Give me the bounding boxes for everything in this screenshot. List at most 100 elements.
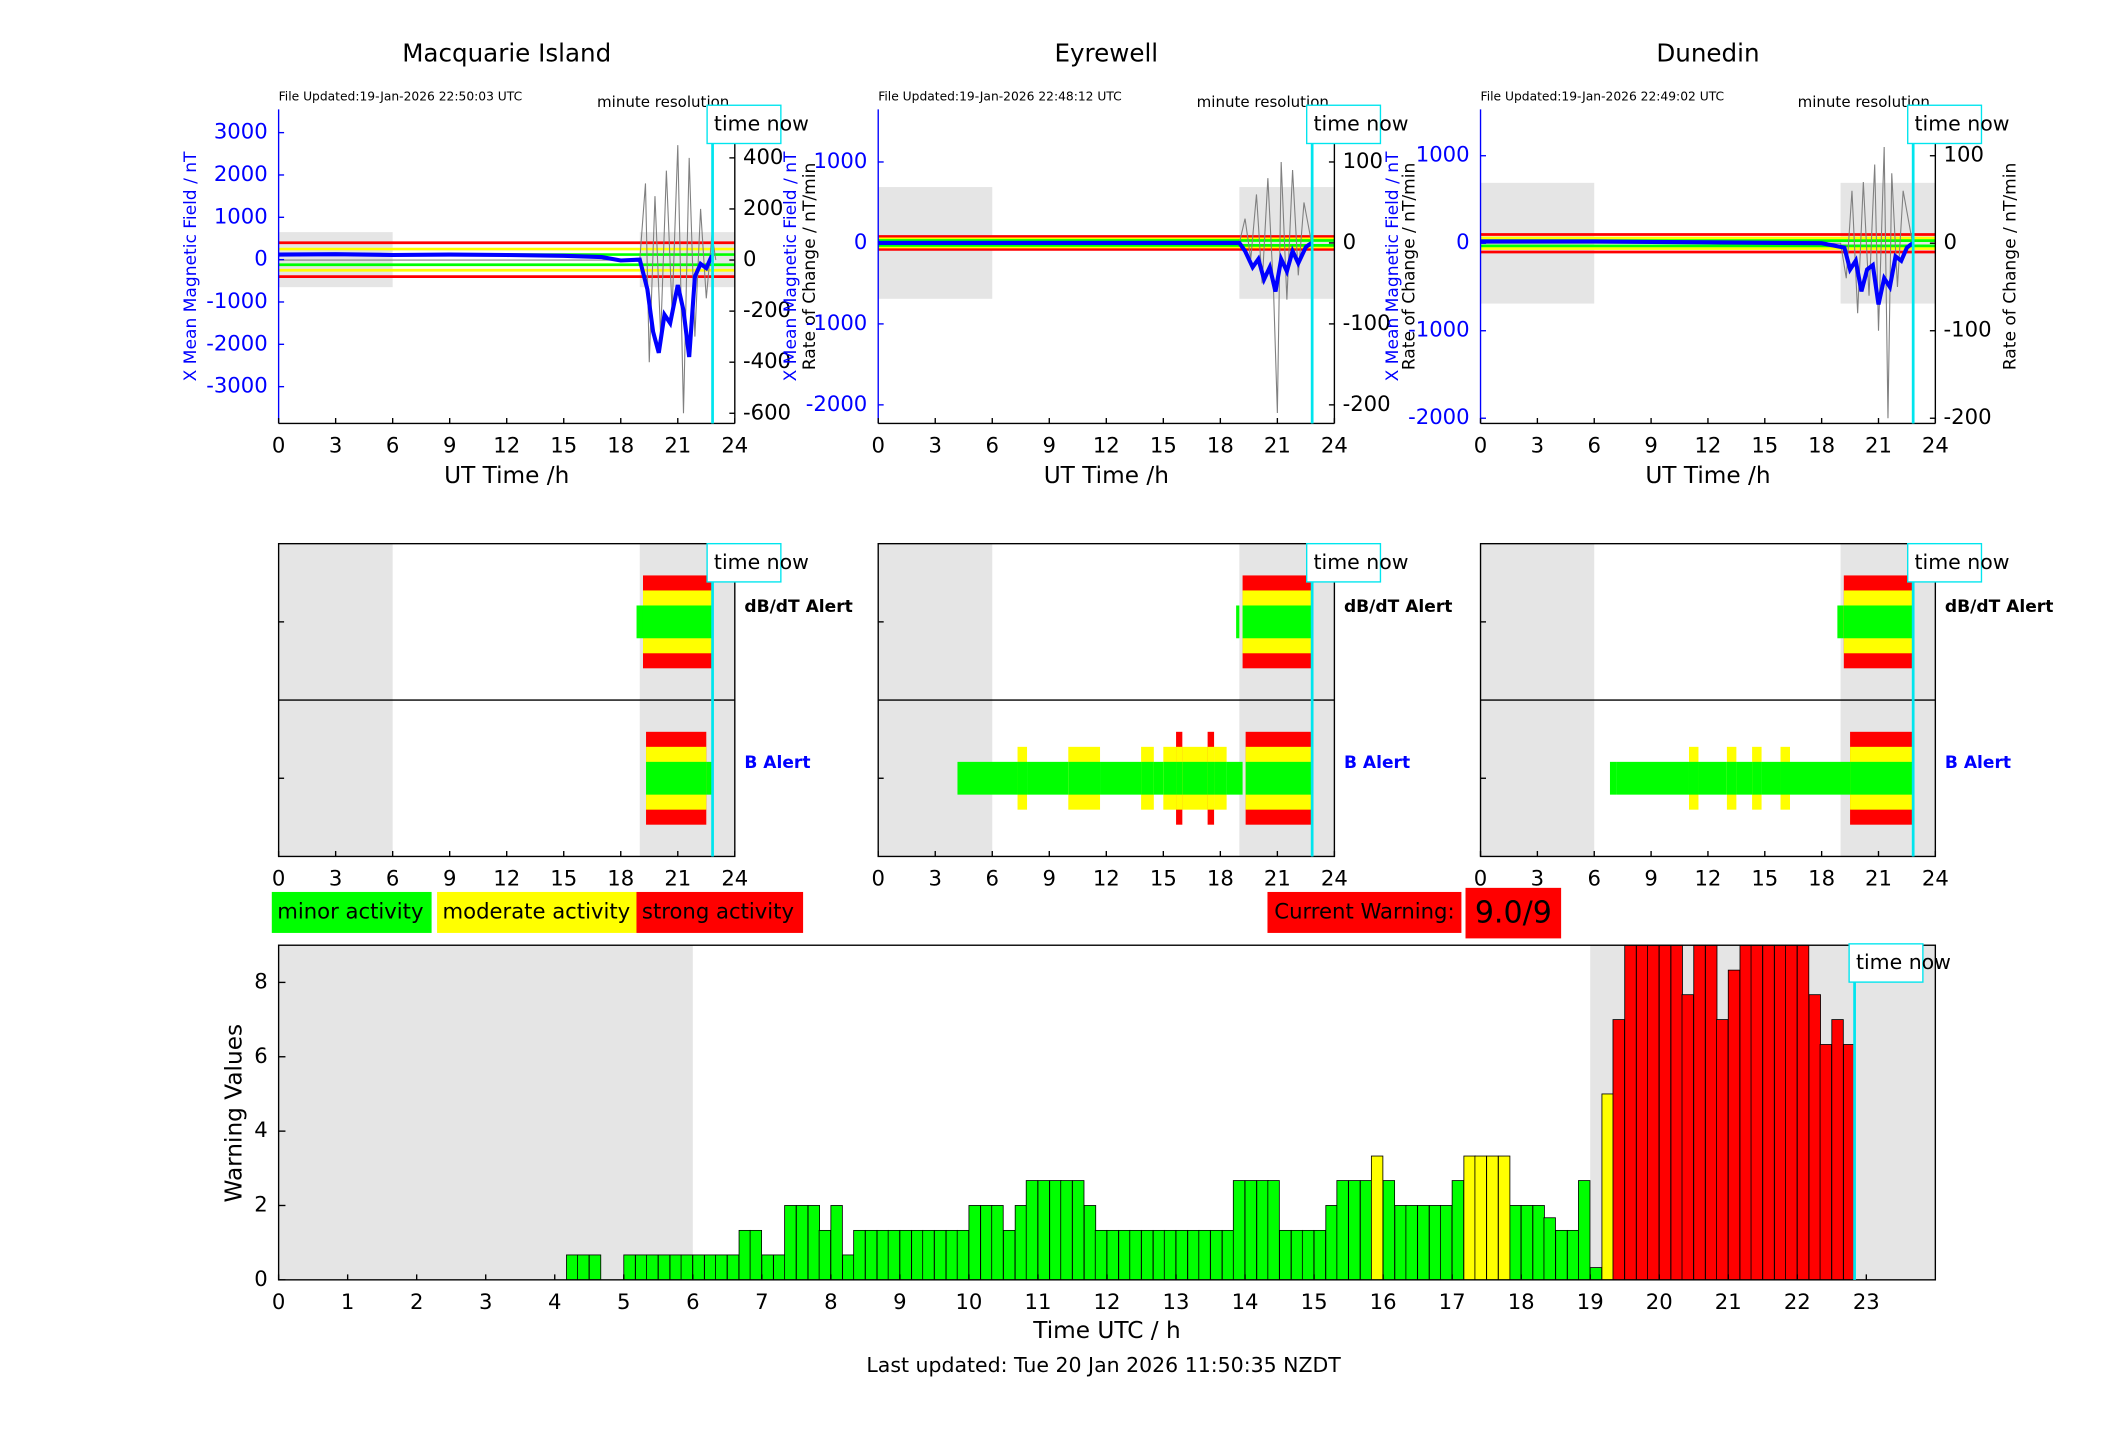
bar xyxy=(1049,1180,1062,1281)
x-tick-label: 12 xyxy=(1094,1289,1121,1314)
bar xyxy=(1187,1229,1200,1281)
x-tick-label: 18 xyxy=(1808,866,1835,891)
y-tick-label: -2000 xyxy=(206,330,267,355)
y-tick-label: -1000 xyxy=(1408,317,1469,342)
x-tick-label: 13 xyxy=(1163,1289,1190,1314)
x-tick-label: 8 xyxy=(824,1289,837,1314)
bar xyxy=(980,1205,993,1281)
bar xyxy=(899,1229,912,1281)
alert-segment xyxy=(1609,761,1617,795)
x-tick-label: 6 xyxy=(986,433,999,458)
bar xyxy=(1831,1019,1844,1281)
bar xyxy=(1267,1180,1280,1281)
chart-title: Macquarie Island xyxy=(402,39,611,68)
y-tick-label: 3000 xyxy=(214,119,268,144)
y2-tick-label: -200 xyxy=(1944,404,1992,429)
bar xyxy=(1474,1155,1487,1281)
y2-tick-label: 0 xyxy=(743,246,756,271)
bar xyxy=(1141,1229,1154,1281)
y2-tick-label: 100 xyxy=(1944,142,1984,167)
annotation: minute resolution xyxy=(1197,93,1329,111)
alert-segment xyxy=(1176,761,1183,795)
annotation: minute resolution xyxy=(597,93,729,111)
bar xyxy=(1336,1180,1349,1281)
bar xyxy=(669,1254,682,1281)
x-tick-label: 23 xyxy=(1853,1289,1880,1314)
x-tick-label: 18 xyxy=(1207,433,1234,458)
y-axis-label: X Mean Magnetic Field / nT xyxy=(781,151,801,381)
bar xyxy=(1221,1229,1235,1281)
bar xyxy=(864,1229,878,1281)
bar xyxy=(715,1254,728,1281)
bar xyxy=(1175,1229,1188,1281)
bar xyxy=(1716,1019,1729,1281)
bar xyxy=(876,1229,890,1281)
time-now-box xyxy=(706,542,782,583)
bar xyxy=(1578,1180,1591,1281)
bar xyxy=(726,1254,740,1281)
x-tick-label: 10 xyxy=(955,1289,982,1314)
y-tick-label: 2 xyxy=(254,1191,267,1216)
time-now-box xyxy=(1907,542,1983,583)
time-now-label: time now xyxy=(1915,550,2010,574)
x-tick-label: 3 xyxy=(929,433,942,458)
warning-value: 9.0/9 xyxy=(1475,895,1552,930)
time-now-label: time now xyxy=(1915,111,2010,135)
x-tick-label: 9 xyxy=(443,866,456,891)
bar xyxy=(1463,1155,1476,1281)
row-label: B Alert xyxy=(1945,753,2011,773)
bar xyxy=(704,1254,717,1281)
x-tick-label: 6 xyxy=(1588,433,1601,458)
x-tick-label: 15 xyxy=(1150,433,1177,458)
bar xyxy=(1370,1155,1384,1281)
row-label: B Alert xyxy=(1344,753,1410,773)
bar xyxy=(1509,1205,1522,1281)
x-tick-label: 21 xyxy=(664,433,691,458)
footer: Last updated: Tue 20 Jan 2026 11:50:35 N… xyxy=(866,1353,1341,1377)
bar xyxy=(1705,944,1718,1281)
x-tick-label: 12 xyxy=(1093,866,1120,891)
file-updated: File Updated:19-Jan-2026 22:48:12 UTC xyxy=(878,90,1122,104)
bar xyxy=(1796,944,1810,1281)
alert-segment xyxy=(1182,761,1208,795)
y-tick-label: -1000 xyxy=(206,288,267,313)
y-axis-label: X Mean Magnetic Field / nT xyxy=(1383,151,1403,381)
bar xyxy=(1348,1180,1361,1281)
x-tick-label: 2 xyxy=(410,1289,423,1314)
time-now-label: time now xyxy=(1314,111,1409,135)
x-tick-label: 15 xyxy=(1751,866,1778,891)
bar xyxy=(692,1254,705,1281)
x-tick-label: 24 xyxy=(1321,866,1348,891)
y-tick-label: 8 xyxy=(254,968,267,993)
x-tick-label: 16 xyxy=(1370,1289,1397,1314)
x-tick-label: 24 xyxy=(1321,433,1348,458)
bar xyxy=(738,1229,751,1281)
x-tick-label: 12 xyxy=(1093,433,1120,458)
x-tick-label: 9 xyxy=(893,1289,906,1314)
bar xyxy=(1118,1229,1131,1281)
bar xyxy=(1025,1180,1039,1281)
bar xyxy=(1325,1205,1338,1281)
bar xyxy=(853,1229,866,1281)
bar xyxy=(1727,969,1741,1281)
x-tick-label: 0 xyxy=(1474,433,1487,458)
bar xyxy=(1290,1229,1304,1281)
bar xyxy=(657,1254,671,1281)
x-tick-label: 21 xyxy=(1264,433,1291,458)
bar xyxy=(842,1254,855,1281)
legend-swatch xyxy=(271,891,432,933)
chart-title: Eyrewell xyxy=(1054,39,1158,68)
bar xyxy=(1313,1229,1326,1281)
bar xyxy=(1601,1093,1614,1281)
bar xyxy=(1405,1205,1418,1281)
x-tick-label: 24 xyxy=(721,866,748,891)
bar xyxy=(1647,944,1660,1281)
file-updated: File Updated:19-Jan-2026 22:49:02 UTC xyxy=(1481,90,1725,104)
alert-segment xyxy=(1780,761,1790,795)
y-tick-label: 4 xyxy=(254,1117,267,1142)
y-axis-label: X Mean Magnetic Field / nT xyxy=(181,151,201,381)
legend-swatch xyxy=(636,891,804,933)
bar xyxy=(773,1254,786,1281)
bar xyxy=(1819,1044,1832,1281)
